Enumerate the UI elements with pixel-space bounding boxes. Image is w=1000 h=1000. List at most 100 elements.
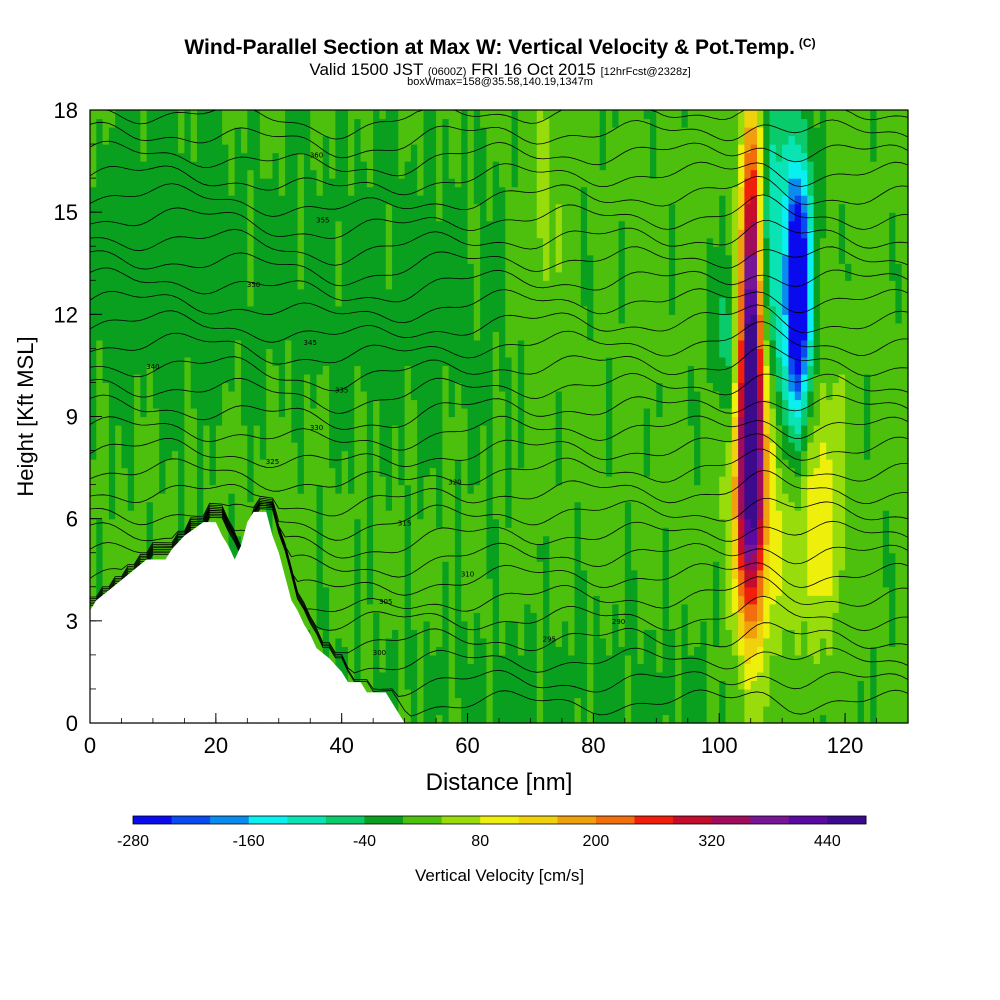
velocity-cell: [511, 280, 519, 290]
velocity-cell: [341, 220, 349, 230]
velocity-cell: [184, 442, 192, 452]
velocity-cell: [511, 127, 519, 137]
velocity-cell: [291, 501, 299, 511]
velocity-cell: [392, 467, 399, 477]
velocity-cell: [436, 331, 443, 341]
velocity-cell: [222, 390, 230, 401]
velocity-cell: [335, 229, 343, 239]
velocity-cell: [517, 527, 525, 537]
velocity-cell: [215, 271, 223, 281]
velocity-cell: [178, 382, 185, 392]
velocity-cell: [316, 288, 324, 298]
velocity-cell: [278, 399, 286, 409]
velocity-cell: [152, 348, 160, 358]
velocity-cell: [159, 467, 167, 477]
velocity-cell: [291, 552, 299, 562]
velocity-cell: [171, 390, 179, 401]
velocity-cell: [222, 476, 230, 486]
velocity-cell: [209, 127, 217, 137]
velocity-cell: [473, 161, 481, 171]
velocity-cell: [366, 127, 374, 137]
velocity-cell: [241, 212, 248, 222]
velocity-cell: [480, 552, 488, 562]
velocity-cell: [278, 544, 286, 554]
velocity-cell: [429, 220, 437, 230]
velocity-cell: [442, 714, 450, 724]
velocity-cell: [454, 493, 462, 503]
velocity-cell: [190, 493, 198, 503]
velocity-cell: [442, 450, 450, 460]
velocity-cell: [366, 459, 374, 469]
velocity-cell: [392, 476, 399, 486]
velocity-cell: [410, 271, 418, 281]
velocity-cell: [297, 442, 305, 452]
velocity-cell: [159, 144, 167, 154]
velocity-cell: [102, 152, 110, 162]
velocity-cell: [285, 203, 292, 213]
velocity-cell: [417, 203, 425, 213]
velocity-cell: [159, 552, 167, 562]
velocity-cell: [96, 407, 104, 418]
velocity-cell: [347, 501, 355, 511]
velocity-cell: [310, 169, 318, 179]
velocity-cell: [108, 476, 116, 486]
velocity-cell: [448, 237, 456, 247]
velocity-cell: [297, 322, 305, 332]
velocity-cell: [316, 246, 324, 256]
velocity-cell: [316, 603, 324, 613]
velocity-cell: [171, 169, 179, 179]
velocity-cell: [152, 203, 160, 213]
velocity-cell: [454, 450, 462, 460]
velocity-cell: [461, 348, 469, 358]
velocity-cell: [228, 339, 236, 349]
velocity-cell: [322, 237, 330, 247]
velocity-cell: [108, 561, 116, 571]
velocity-cell: [134, 356, 141, 367]
velocity-cell: [96, 416, 104, 426]
velocity-cell: [310, 518, 318, 528]
velocity-cell: [448, 663, 456, 673]
velocity-cell: [234, 442, 242, 452]
velocity-cell: [473, 510, 481, 520]
velocity-cell: [241, 203, 248, 213]
velocity-cell: [152, 322, 160, 332]
velocity-cell: [241, 365, 248, 375]
velocity-cell: [329, 578, 336, 588]
velocity-cell: [134, 203, 141, 213]
velocity-cell: [134, 544, 141, 554]
velocity-cell: [90, 186, 97, 196]
velocity-cell: [505, 705, 513, 716]
velocity-cell: [404, 365, 412, 375]
velocity-cell: [329, 569, 336, 579]
velocity-cell: [486, 476, 494, 486]
velocity-cell: [322, 578, 330, 588]
velocity-cell: [467, 271, 475, 281]
velocity-cell: [196, 127, 204, 137]
velocity-cell: [461, 169, 469, 179]
velocity-cell: [316, 390, 324, 401]
velocity-cell: [108, 195, 116, 205]
velocity-cell: [278, 322, 286, 332]
velocity-cell: [448, 688, 456, 699]
velocity-cell: [480, 620, 488, 630]
velocity-cell: [354, 416, 362, 426]
velocity-cell: [228, 263, 236, 273]
velocity-cell: [102, 305, 110, 315]
velocity-cell: [473, 416, 481, 426]
velocity-cell: [423, 552, 431, 562]
velocity-cell: [228, 382, 236, 392]
velocity-cell: [203, 365, 211, 375]
velocity-cell: [215, 339, 223, 349]
velocity-cell: [524, 654, 532, 664]
velocity-cell: [517, 663, 525, 673]
velocity-cell: [171, 425, 179, 435]
velocity-cell: [524, 569, 532, 579]
velocity-cell: [404, 697, 412, 707]
velocity-cell: [178, 135, 185, 145]
velocity-cell: [417, 663, 425, 673]
velocity-cell: [259, 348, 267, 358]
velocity-cell: [140, 544, 148, 554]
velocity-cell: [442, 425, 450, 435]
velocity-cell: [146, 110, 154, 120]
velocity-cell: [96, 433, 104, 443]
